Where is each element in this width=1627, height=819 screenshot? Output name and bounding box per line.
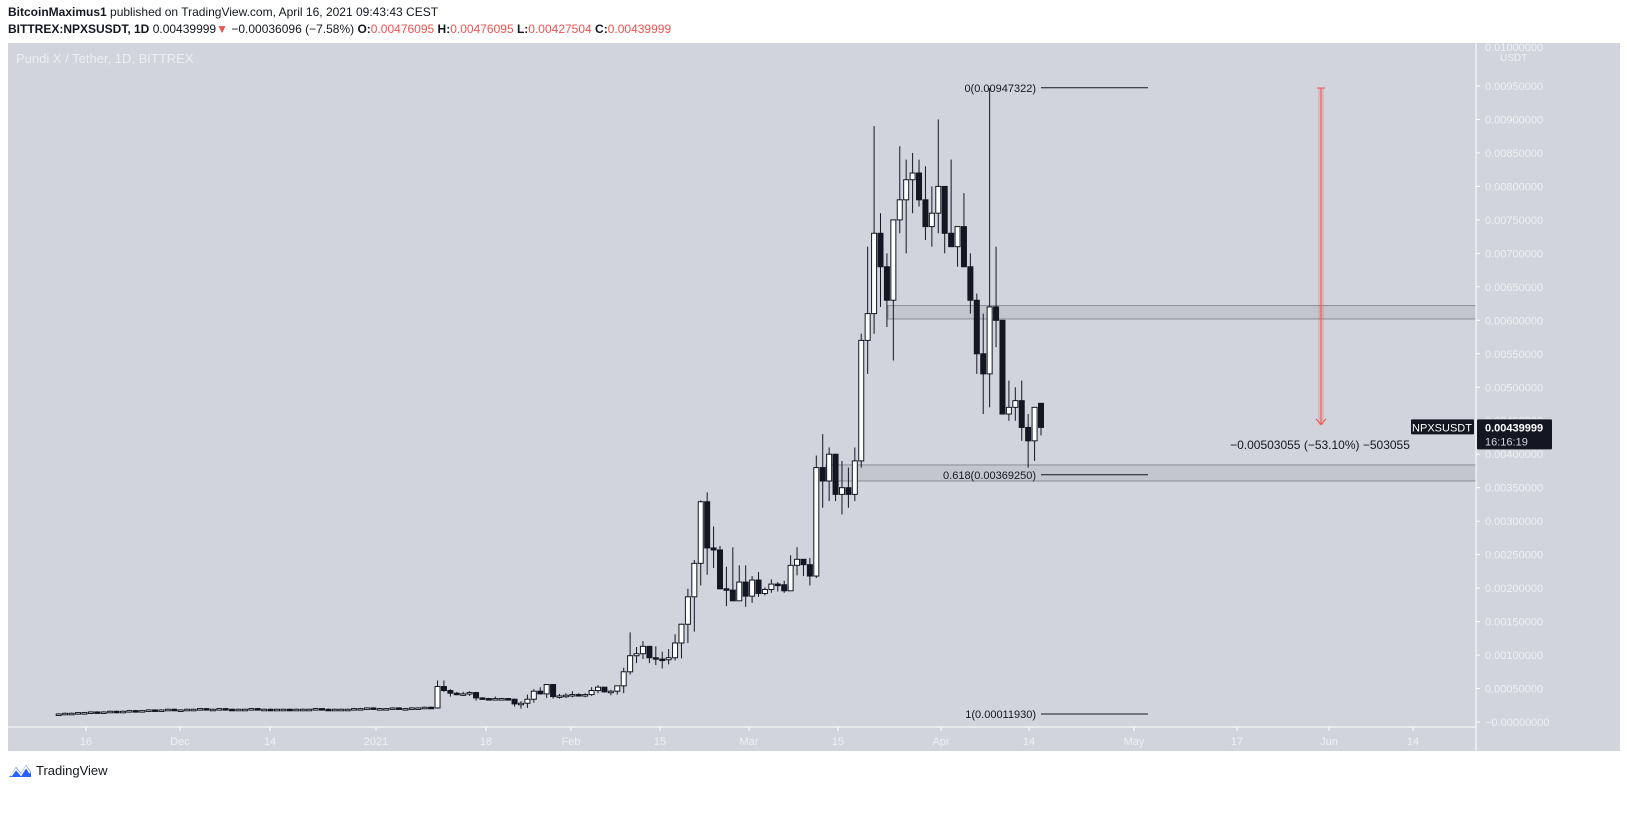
- last-price-tag: 0.00439999: [1485, 422, 1543, 434]
- price-tick-label: 0.00150000: [1485, 617, 1543, 629]
- bar-countdown: 16:16:19: [1485, 436, 1528, 448]
- price-tick-label: 0.00950000: [1485, 81, 1543, 93]
- time-tick-label: 17: [1231, 736, 1243, 748]
- price-tick-label: 0.00900000: [1485, 114, 1543, 126]
- open-value: 0.00476095: [370, 22, 435, 36]
- time-tick-label: Jun: [1320, 736, 1338, 748]
- price-tick-label: 0.00650000: [1485, 282, 1543, 294]
- candles: [55, 88, 1044, 716]
- price-tick-label: 0.00250000: [1485, 550, 1543, 562]
- price-change: −0.00036096 (−7.58%): [231, 22, 355, 36]
- price-tick-label: 0.00350000: [1485, 483, 1543, 495]
- price-tick-label: 0.00300000: [1485, 516, 1543, 528]
- symbol-label: BITTREX:NPXSUSDT, 1D: [8, 22, 150, 36]
- footer-brand: TradingView: [36, 762, 108, 778]
- author-name[interactable]: BitcoinMaximus1: [8, 5, 107, 19]
- pane-title: Pundi X / Tether, 1D, BITTREX: [16, 51, 194, 66]
- price-tick-label: 0.00200000: [1485, 583, 1543, 595]
- low-label: L:: [516, 22, 529, 36]
- fib-level-label: 1(0.00011930): [965, 709, 1036, 721]
- time-tick-label: 14: [1023, 736, 1035, 748]
- time-tick-label: Apr: [932, 736, 949, 748]
- time-tick-label: 14: [1407, 736, 1419, 748]
- symbol-price-tag: NPXSUSDT: [1412, 422, 1472, 434]
- close-value: 0.00439999: [607, 22, 672, 36]
- currency-label: USDT: [1500, 53, 1527, 64]
- chart-area[interactable]: 0(0.00947322) 0.618(0.00369250) 1(0.000119…: [8, 43, 1620, 751]
- high-value: 0.00476095: [450, 22, 514, 36]
- time-tick-label: 18: [480, 736, 492, 748]
- price-tick-label: 0.00800000: [1485, 181, 1543, 193]
- measure-label: −0.00503055 (−53.10%) −503055: [1230, 438, 1410, 452]
- price-tick-label: 0.00500000: [1485, 382, 1543, 394]
- price-tick-label: 0.00400000: [1485, 449, 1543, 461]
- open-label: O:: [357, 22, 371, 36]
- down-arrow-icon: ▼: [216, 22, 228, 36]
- price-tick-label: 0.00600000: [1485, 315, 1543, 327]
- time-tick-label: Feb: [562, 736, 581, 748]
- close-label: C:: [595, 22, 608, 36]
- price-tick-label: 0.00100000: [1485, 650, 1543, 662]
- arrow-down-icon: [1315, 418, 1327, 426]
- last-price: 0.00439999: [152, 22, 217, 36]
- high-label: H:: [437, 22, 451, 36]
- time-tick-label: 15: [832, 736, 844, 748]
- time-tick-label: 15: [654, 736, 666, 748]
- time-tick-label: 16: [80, 736, 92, 748]
- publish-header: BitcoinMaximus1 published on TradingView…: [8, 5, 438, 19]
- candlestick-chart[interactable]: 0(0.00947322) 0.618(0.00369250) 1(0.000119…: [8, 43, 1620, 751]
- time-tick-label: 14: [264, 736, 276, 748]
- low-value: 0.00427504: [528, 22, 592, 36]
- symbol-header: BITTREX:NPXSUSDT, 1D 0.00439999▼ −0.0003…: [8, 22, 671, 36]
- time-tick-label: Mar: [740, 736, 759, 748]
- price-tick-label: 0.00850000: [1485, 148, 1543, 160]
- time-tick-label: 2021: [364, 736, 388, 748]
- support-zone[interactable]: [825, 464, 1477, 482]
- published-text: published on TradingView.com, April 16, …: [106, 5, 439, 19]
- price-tick-label: 0.00750000: [1485, 215, 1543, 227]
- time-tick-label: May: [1124, 736, 1145, 748]
- time-tick-label: Dec: [170, 736, 190, 748]
- price-tick-label: 0.00550000: [1485, 349, 1543, 361]
- price-tick-label: −0.00000000: [1485, 717, 1550, 729]
- price-tick-label: 0.00700000: [1485, 248, 1543, 260]
- price-tick-label: 0.00050000: [1485, 684, 1543, 696]
- fib-level-label: 0.618(0.00369250): [943, 470, 1036, 482]
- tradingview-footer: TradingView: [8, 762, 108, 778]
- tradingview-logo-icon: [9, 765, 31, 777]
- fib-level-label: 0(0.00947322): [964, 83, 1036, 95]
- svg-text:0.01000000: 0.01000000: [1485, 43, 1543, 54]
